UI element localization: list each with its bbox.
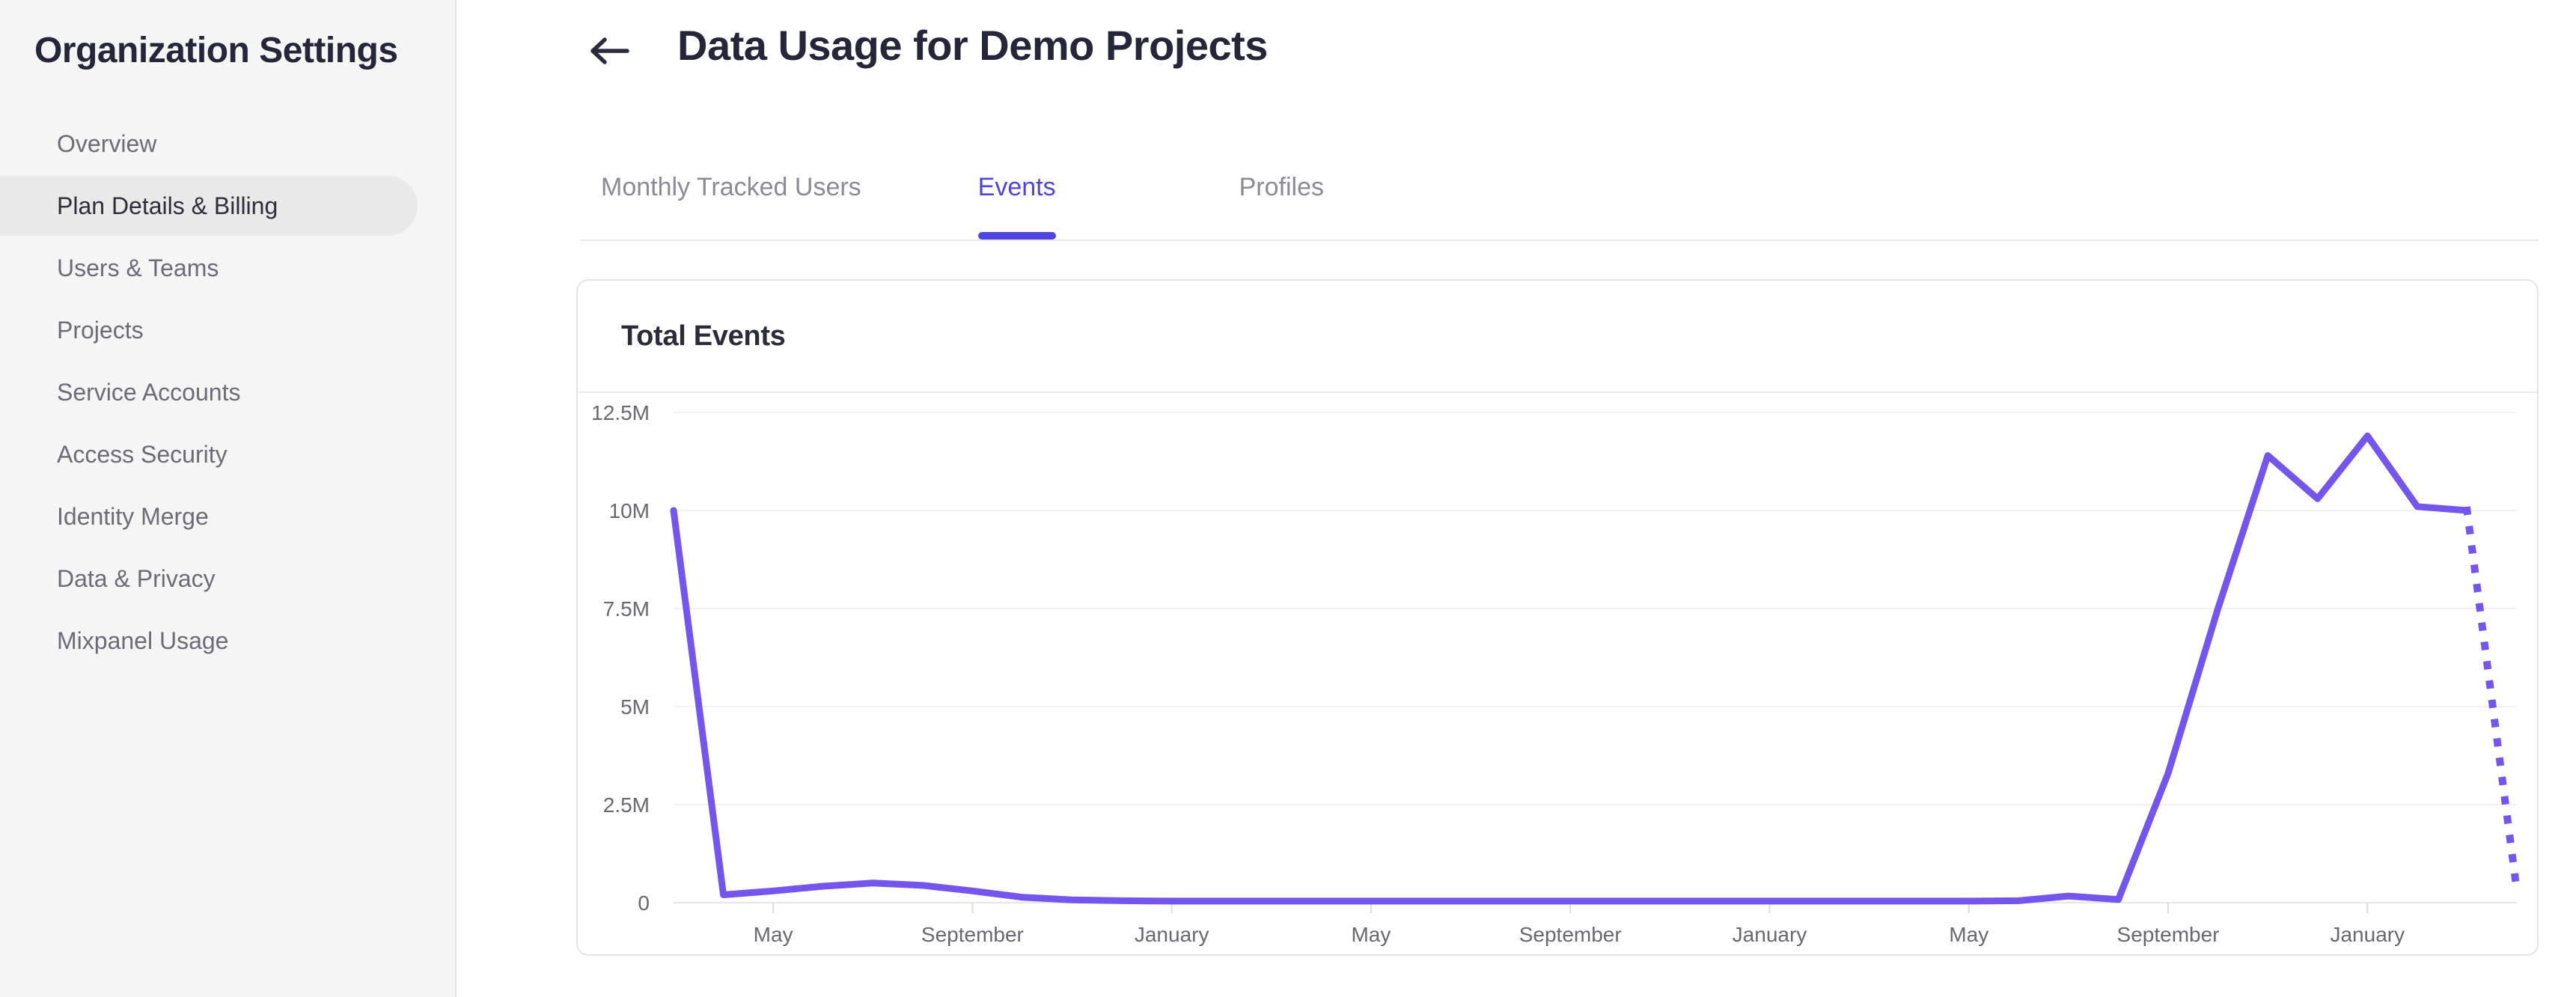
total-events-card: Total Events 0 2.5M 5M 7.5M 10M 12.5M May Septe… [576, 279, 2539, 956]
x-axis-label: January [1733, 923, 1807, 946]
x-axis-label: May [1351, 923, 1391, 946]
x-axis-label: September [1519, 923, 1622, 946]
projection-dotted-line [2462, 506, 2521, 895]
sidebar-item-identity-merge[interactable]: Identity Merge [57, 503, 209, 530]
page-title: Data Usage for Demo Projects [677, 22, 1268, 69]
sidebar-title: Organization Settings [34, 31, 398, 70]
x-axis-label: May [1949, 923, 1989, 946]
sidebar-item-service-accounts[interactable]: Service Accounts [57, 379, 241, 406]
sidebar-item-users-teams[interactable]: Users & Teams [57, 254, 219, 281]
sidebar-item-access-security[interactable]: Access Security [57, 441, 228, 468]
y-axis-label: 2.5M [603, 793, 650, 817]
tab-events[interactable]: Events [977, 135, 1056, 240]
y-axis-label: 7.5M [603, 597, 650, 621]
x-axis-label: January [2330, 923, 2405, 946]
x-axis-label: January [1135, 923, 1209, 946]
sidebar-item-data-privacy[interactable]: Data & Privacy [57, 565, 216, 592]
card-header: Total Events [578, 281, 2537, 393]
tab-profiles[interactable]: Profiles [1239, 172, 1324, 201]
sidebar-item-mixpanel-usage[interactable]: Mixpanel Usage [57, 627, 229, 654]
back-button[interactable] [587, 30, 633, 72]
series-line [670, 432, 2470, 905]
card-title: Total Events [621, 320, 786, 352]
y-axis-label: 0 [638, 891, 650, 915]
sidebar: Organization Settings Overview Plan Detai… [0, 0, 457, 997]
sidebar-item-projects[interactable]: Projects [57, 317, 144, 344]
x-axis-label: September [921, 923, 1024, 946]
back-arrow-icon [590, 37, 629, 64]
x-axis-label: May [754, 923, 793, 946]
sidebar-item-overview[interactable]: Overview [57, 130, 157, 157]
x-axis-label: September [2117, 923, 2220, 946]
y-axis-label: 12.5M [591, 401, 650, 424]
sidebar-item-plan-details-billing[interactable]: Plan Details & Billing [0, 176, 418, 236]
sidebar-nav: Overview Plan Details & Billing Users & Te… [0, 114, 457, 671]
tab-bar: Monthly Tracked Users Events Profiles [580, 135, 2539, 241]
total-events-line-chart: 0 2.5M 5M 7.5M 10M 12.5M May September January Ma… [591, 401, 2521, 946]
y-axis-label: 5M [620, 695, 650, 719]
tab-monthly-tracked-users[interactable]: Monthly Tracked Users [601, 172, 861, 201]
y-axis-label: 10M [609, 499, 650, 522]
